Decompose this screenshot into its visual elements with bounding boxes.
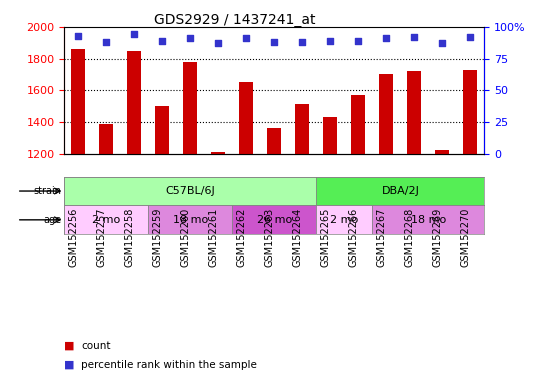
Bar xyxy=(72,49,85,154)
Text: ■: ■ xyxy=(64,360,75,370)
Text: 26 mo: 26 mo xyxy=(257,215,292,225)
Text: GSM152268: GSM152268 xyxy=(404,207,414,266)
Text: GSM152267: GSM152267 xyxy=(376,207,386,267)
Text: age: age xyxy=(44,215,62,225)
Bar xyxy=(380,74,393,154)
Bar xyxy=(296,104,309,154)
Text: 2 mo: 2 mo xyxy=(330,215,358,225)
Bar xyxy=(267,128,281,154)
Bar xyxy=(156,106,169,154)
Point xyxy=(158,38,167,44)
Text: percentile rank within the sample: percentile rank within the sample xyxy=(81,360,257,370)
Bar xyxy=(232,205,316,234)
Point xyxy=(130,31,139,38)
Text: 18 mo: 18 mo xyxy=(411,215,446,225)
Bar xyxy=(323,117,337,154)
Bar xyxy=(463,70,477,154)
Point xyxy=(270,39,279,45)
Point xyxy=(242,35,251,41)
Text: C57BL/6J: C57BL/6J xyxy=(166,186,215,196)
Bar xyxy=(184,62,197,154)
Bar xyxy=(407,71,421,154)
Point xyxy=(466,34,475,40)
Point xyxy=(382,35,391,41)
Text: GSM152263: GSM152263 xyxy=(264,207,274,266)
Text: GSM152261: GSM152261 xyxy=(208,207,218,266)
Point xyxy=(354,38,363,44)
Text: GSM152256: GSM152256 xyxy=(68,207,78,267)
Text: strain: strain xyxy=(34,186,62,196)
Text: ■: ■ xyxy=(64,341,75,351)
Point xyxy=(186,35,195,41)
Bar xyxy=(64,177,316,205)
Text: GSM152262: GSM152262 xyxy=(236,207,246,267)
Bar xyxy=(64,205,148,234)
Point xyxy=(410,34,419,40)
Bar xyxy=(212,152,225,154)
Text: count: count xyxy=(81,341,111,351)
Bar xyxy=(148,205,232,234)
Text: DBA/2J: DBA/2J xyxy=(381,186,419,196)
Text: 2 mo: 2 mo xyxy=(92,215,120,225)
Bar xyxy=(372,205,484,234)
Point xyxy=(102,39,111,45)
Point xyxy=(214,40,223,46)
Point xyxy=(298,39,307,45)
Bar xyxy=(352,95,365,154)
Bar xyxy=(128,51,141,154)
Text: 18 mo: 18 mo xyxy=(173,215,208,225)
Text: GSM152270: GSM152270 xyxy=(460,207,470,267)
Bar xyxy=(316,177,484,205)
Text: GSM152264: GSM152264 xyxy=(292,207,302,266)
Text: GSM152257: GSM152257 xyxy=(96,207,106,267)
Bar xyxy=(436,151,449,154)
Text: GSM152258: GSM152258 xyxy=(124,207,134,267)
Point xyxy=(326,38,335,44)
Bar xyxy=(316,205,372,234)
Bar xyxy=(100,124,113,154)
Point xyxy=(74,33,83,39)
Point xyxy=(438,40,447,46)
Text: GSM152265: GSM152265 xyxy=(320,207,330,267)
Text: GSM152259: GSM152259 xyxy=(152,207,162,267)
Text: GSM152269: GSM152269 xyxy=(432,207,442,266)
Text: GDS2929 / 1437241_at: GDS2929 / 1437241_at xyxy=(155,13,316,27)
Bar xyxy=(240,82,253,154)
Text: GSM152266: GSM152266 xyxy=(348,207,358,266)
Text: GSM152260: GSM152260 xyxy=(180,207,190,266)
